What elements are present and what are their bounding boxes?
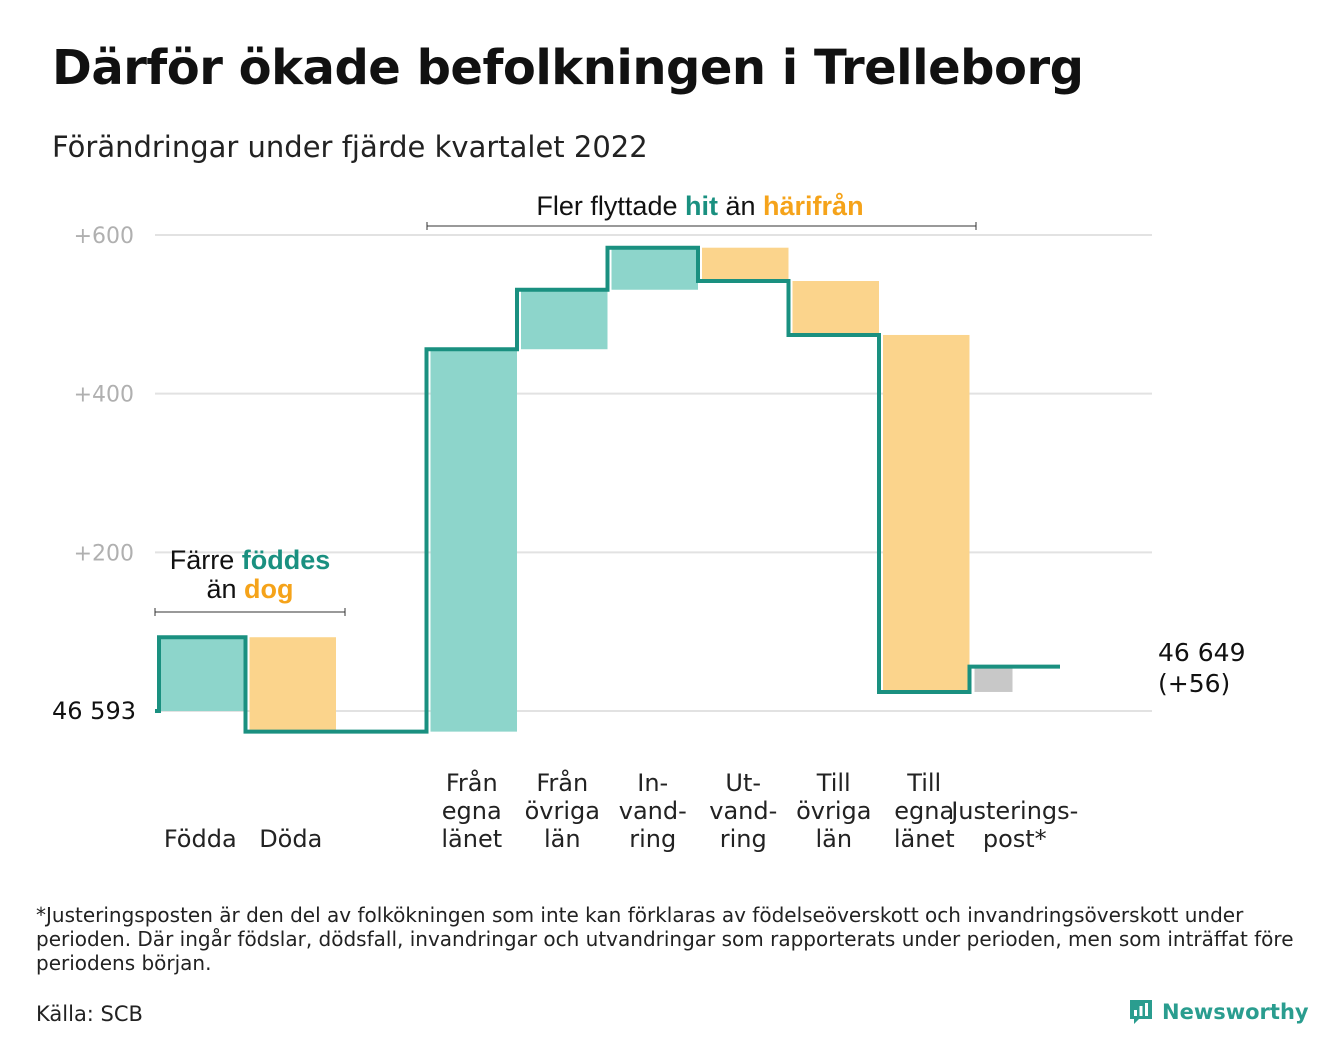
x-category-label: länet <box>894 825 955 853</box>
x-category-label: Döda <box>259 825 322 853</box>
newsworthy-logo: Newsworthy <box>1128 998 1309 1026</box>
migration-annotation-highlight-here: hit <box>685 191 718 221</box>
x-category-label: Från <box>446 768 498 797</box>
bar-födda <box>159 637 246 711</box>
waterfall-chart: +200+400+600 Födda DödaFrånegnalänetFrånö… <box>52 191 1245 853</box>
x-category-label: post* <box>983 825 1047 853</box>
migration-annotation-prefix: Fler flyttade <box>536 191 685 221</box>
footnote: *Justeringsposten är den del av folkökni… <box>36 903 1294 975</box>
migration-annotation-highlight-away: härifrån <box>763 191 864 221</box>
births-annotation-line2: än dog <box>206 574 293 604</box>
x-category-label: övriga <box>796 797 871 825</box>
births-annotation-line1: Färre föddes <box>170 545 331 575</box>
x-category-label: Till <box>906 769 941 797</box>
x-category-label: länet <box>441 825 502 853</box>
labels: Födda DödaFrånegnalänetFrånövrigalänIn-va… <box>52 638 1245 853</box>
x-category-label: ring <box>629 825 676 853</box>
x-category-label: Ut- <box>725 769 761 797</box>
bar-justerings <box>974 666 1013 692</box>
newsworthy-logo-text: Newsworthy <box>1162 1000 1309 1024</box>
births-annotation-than: än <box>206 574 244 604</box>
chart-subtitle: Förändringar under fjärde kvartalet 2022 <box>52 130 648 164</box>
newsworthy-logo-icon <box>1130 1000 1152 1024</box>
births-annotation-prefix: Färre <box>170 545 242 575</box>
source-label: Källa: SCB <box>36 1002 143 1026</box>
x-category-label: vand- <box>619 797 687 825</box>
births-annotation-highlight-born: föddes <box>242 545 331 575</box>
y-tick-label: +200 <box>74 541 134 566</box>
bar-döda <box>249 637 336 732</box>
x-category-label: ring <box>720 825 767 853</box>
migration-annotation-than: än <box>718 191 763 221</box>
bars <box>159 247 1013 732</box>
x-category-label: län <box>815 825 852 853</box>
x-category-label: Till <box>816 769 851 797</box>
bar-från <box>430 349 517 732</box>
x-category-label: egna <box>442 797 502 825</box>
x-category-label: Justerings- <box>949 797 1078 825</box>
bar-från <box>521 289 608 350</box>
x-category-label: egna <box>894 797 954 825</box>
y-tick-label: +400 <box>74 383 134 408</box>
step-line <box>155 245 1060 734</box>
x-category-label: vand- <box>709 797 777 825</box>
bar-till <box>883 334 970 692</box>
x-category-label: In- <box>637 769 668 797</box>
end-change-label: (+56) <box>1158 669 1230 698</box>
bar-in <box>611 247 698 290</box>
chart-title: Därför ökade befolkningen i Trelleborg <box>52 40 1084 96</box>
annotations: Färre föddes än dog Fler flyttade hit än… <box>154 191 977 616</box>
end-value-label: 46 649 <box>1158 638 1245 667</box>
start-value-label: 46 593 <box>52 697 136 725</box>
bar-till <box>792 281 879 335</box>
y-tick-label: +600 <box>74 224 134 249</box>
cumulative-step-line <box>155 245 1060 734</box>
migration-annotation: Fler flyttade hit än härifrån <box>536 191 863 221</box>
x-category-label: Från <box>536 768 588 797</box>
x-category-label: län <box>544 825 581 853</box>
x-category-label: Födda <box>164 825 237 853</box>
births-annotation-highlight-died: dog <box>244 574 293 604</box>
x-category-label: övriga <box>525 797 600 825</box>
bar-ut <box>702 247 789 282</box>
